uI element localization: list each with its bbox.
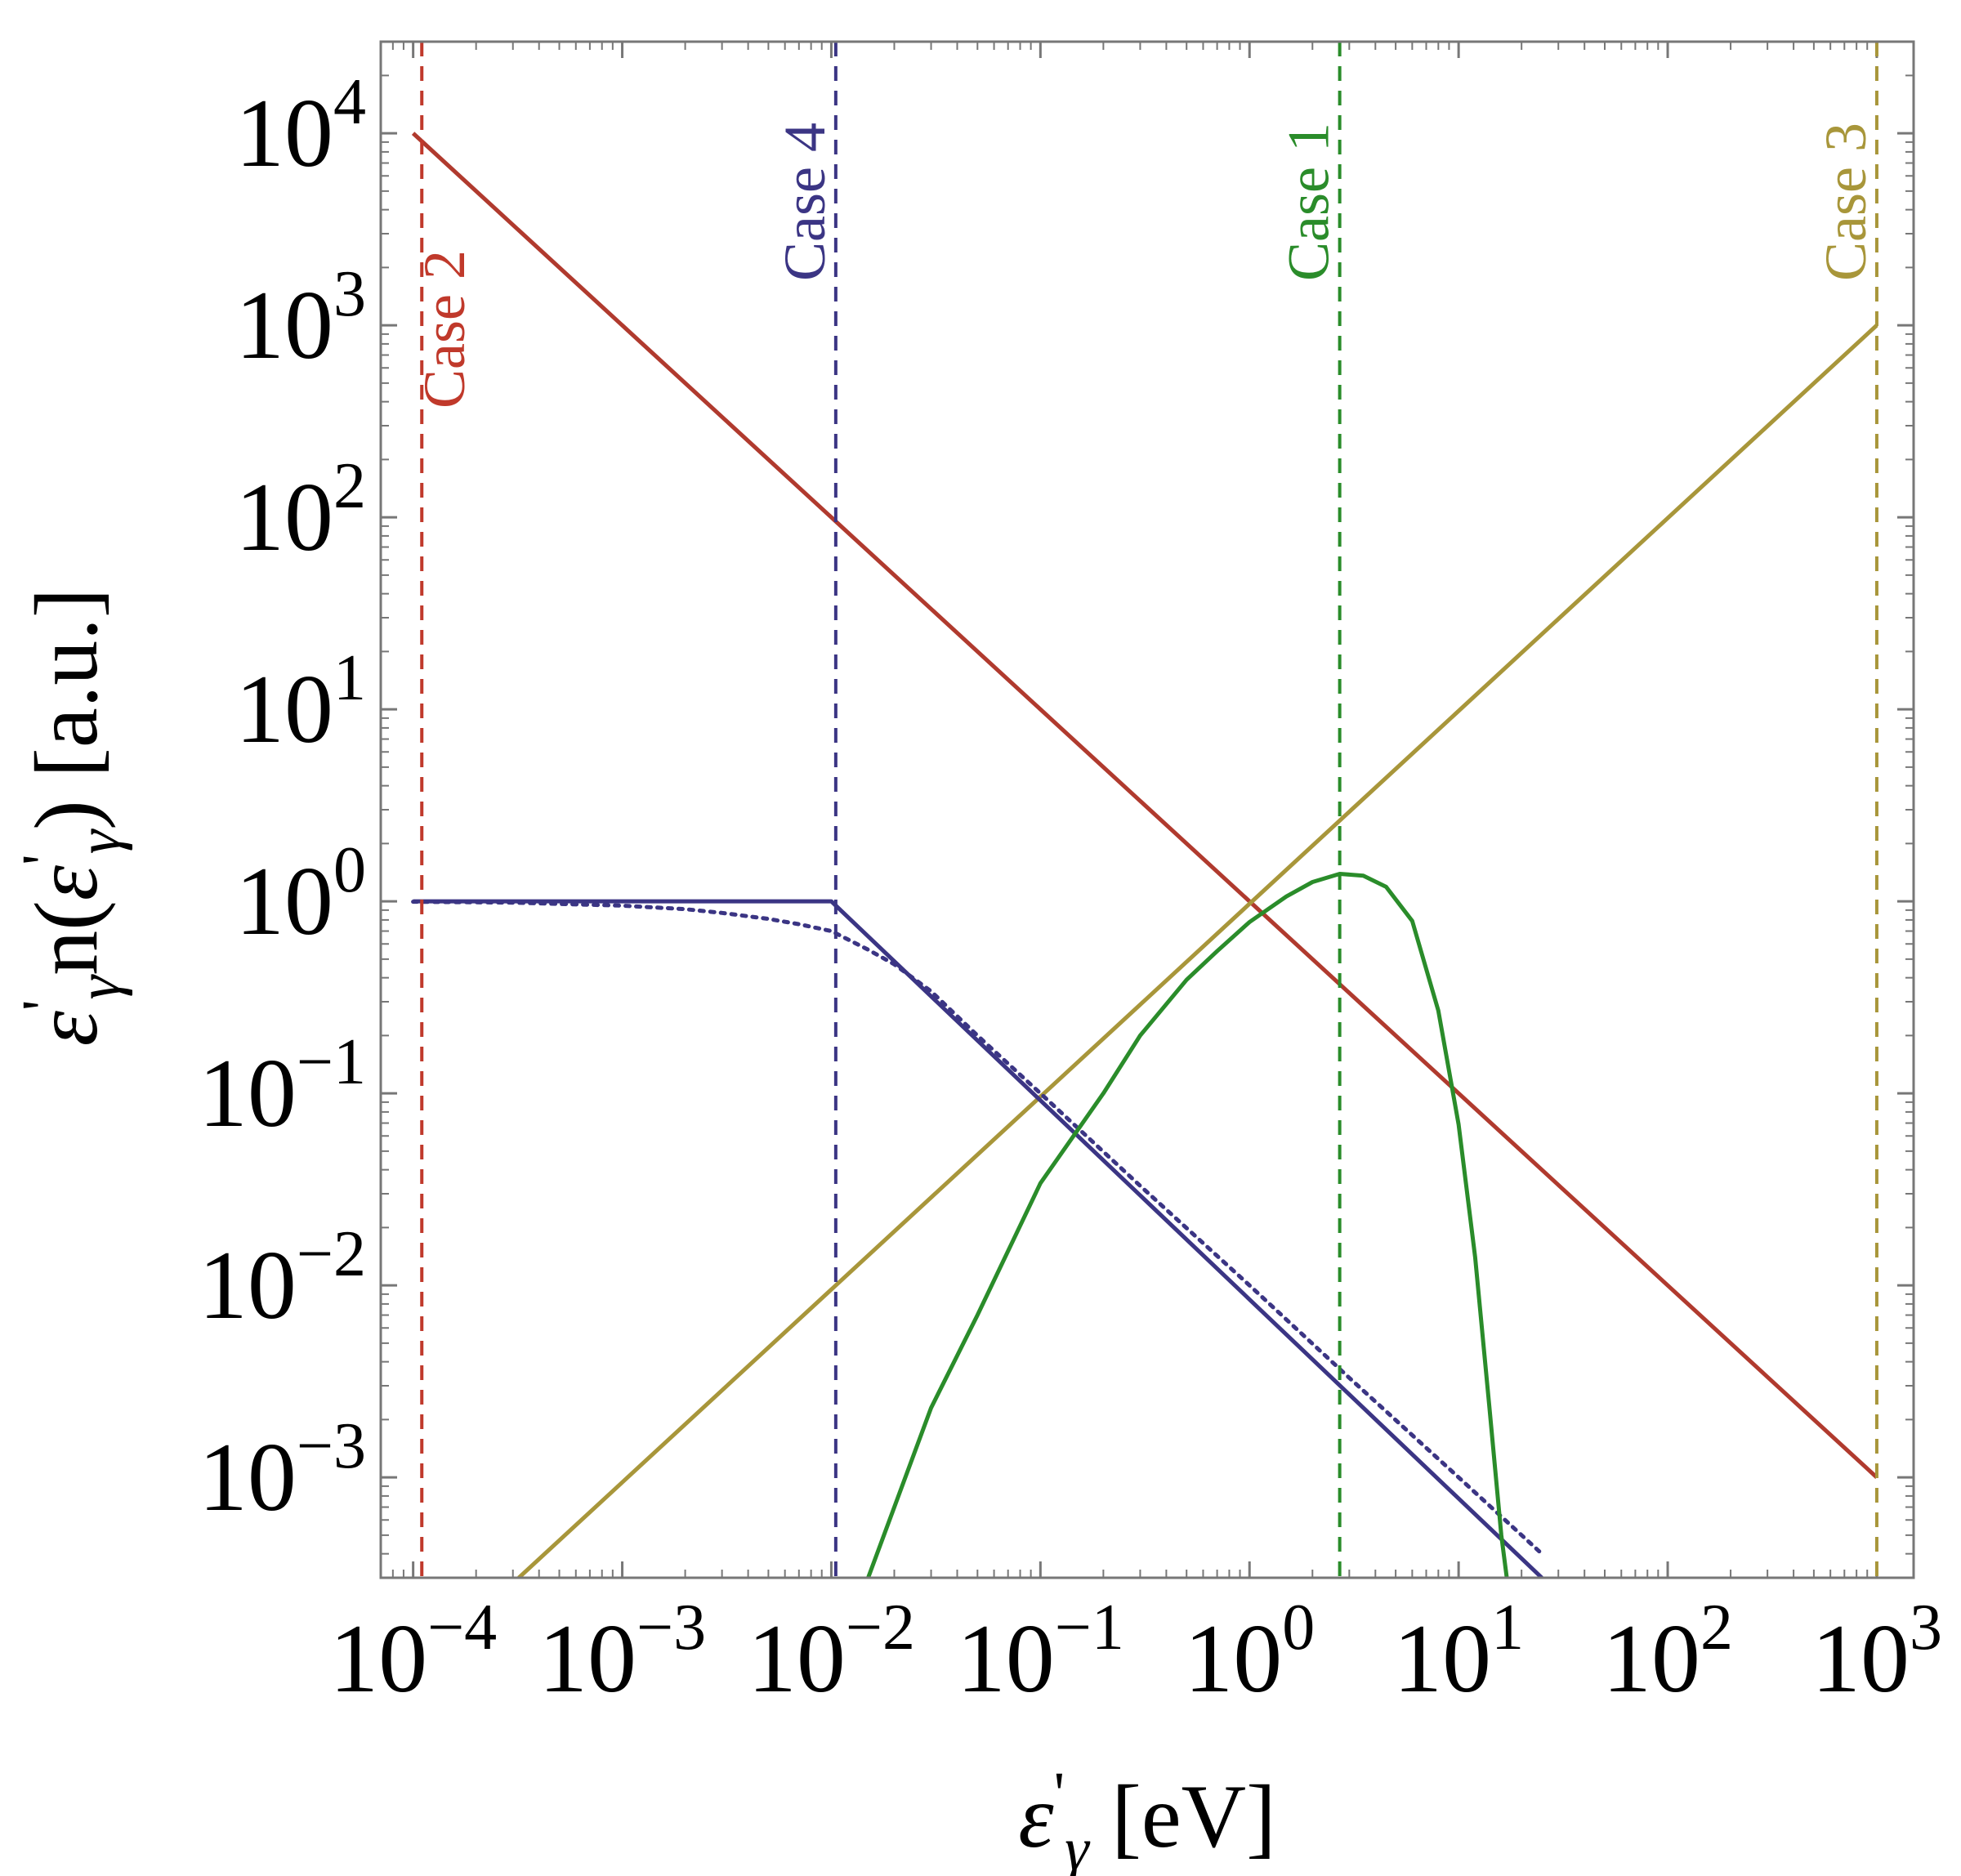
plot-frame <box>379 40 1915 1579</box>
y-tick-label: 10−1 <box>199 1026 366 1147</box>
series-case-2-spectrum <box>411 132 1878 1479</box>
series-case-3-spectrum <box>517 324 1878 1578</box>
y-tick-label-base: 10 <box>235 462 333 571</box>
x-tick-label-exponent: 1 <box>1491 1592 1524 1664</box>
x-tick-label-exponent: 3 <box>1910 1592 1942 1664</box>
y-tick-label-base: 10 <box>199 1038 297 1147</box>
y-tick-label: 104 <box>235 66 366 187</box>
y-tick-label-base: 10 <box>199 1231 297 1339</box>
x-tick-label-base: 10 <box>1393 1604 1491 1713</box>
x-tick-label-exponent: 0 <box>1282 1592 1315 1664</box>
y-axis-title-sub2: γ <box>65 828 133 854</box>
y-tick-label-base: 10 <box>199 1423 297 1531</box>
y-tick-label-base: 10 <box>235 270 333 379</box>
series-case-4-smooth <box>411 900 1544 1557</box>
x-tick-label-base: 10 <box>957 1604 1055 1713</box>
x-tick-label: 10−2 <box>748 1592 915 1713</box>
y-tick-label: 10−3 <box>199 1410 366 1531</box>
y-tick-label-exponent: 3 <box>333 258 366 330</box>
x-tick-label: 101 <box>1393 1592 1524 1713</box>
y-axis-title: ε'γn(ε'γ) [a.u.] <box>10 588 133 1047</box>
y-axis-title-prime2: ' <box>10 854 78 865</box>
x-tick-label: 10−4 <box>329 1592 497 1713</box>
x-tick-label-exponent: 2 <box>1700 1592 1733 1664</box>
vline-label-case-1: Case 1 <box>1276 123 1342 281</box>
series-case-4-broken-power-law <box>413 899 1543 1578</box>
x-tick-label: 10−1 <box>957 1592 1124 1713</box>
vline-layer: Case 2 Case 4 Case 1 Case 3 <box>412 42 1878 1578</box>
y-tick-label-exponent: −1 <box>297 1026 366 1098</box>
x-tick-label-base: 10 <box>1602 1604 1700 1713</box>
y-axis-title-prime: ' <box>10 999 78 1011</box>
x-tick-labels: 10−4 10−3 10−2 10−1 100 101 102 103 <box>329 1592 1942 1713</box>
y-axis-title-mid: n( <box>16 900 116 976</box>
x-tick-label: 10−3 <box>538 1592 706 1713</box>
x-tick-label-base: 10 <box>1811 1604 1910 1713</box>
y-tick-label-exponent: 0 <box>333 834 366 906</box>
y-axis-title-base: ε <box>16 1010 116 1046</box>
y-tick-label: 103 <box>235 258 366 379</box>
x-tick-label-base: 10 <box>748 1604 846 1713</box>
x-tick-label-base: 10 <box>329 1604 427 1713</box>
major-ticks <box>381 42 1914 1578</box>
y-tick-label-exponent: −2 <box>297 1218 366 1290</box>
y-tick-label-base: 10 <box>235 78 333 187</box>
x-tick-label-exponent: −2 <box>846 1592 915 1664</box>
y-tick-label-exponent: −3 <box>297 1410 366 1482</box>
y-tick-label: 101 <box>235 642 366 763</box>
x-tick-label-exponent: −4 <box>427 1592 497 1664</box>
y-tick-label-base: 10 <box>235 846 333 955</box>
y-tick-label-base: 10 <box>235 654 333 763</box>
vline-label-case-2: Case 2 <box>412 250 477 409</box>
x-tick-label: 103 <box>1811 1592 1942 1713</box>
y-axis-title-base2: ε <box>16 864 116 900</box>
vline-label-case-3: Case 3 <box>1813 123 1878 281</box>
x-tick-label-base: 10 <box>538 1604 637 1713</box>
y-tick-label: 10−2 <box>199 1218 366 1339</box>
x-axis-title-sub: γ <box>1065 1816 1091 1876</box>
y-tick-label-exponent: 2 <box>333 450 366 522</box>
x-tick-label-exponent: −3 <box>637 1592 706 1664</box>
y-tick-label-exponent: 4 <box>333 66 366 138</box>
x-tick-label: 102 <box>1602 1592 1733 1713</box>
x-tick-label-base: 10 <box>1184 1604 1282 1713</box>
y-tick-label: 100 <box>235 834 366 955</box>
y-axis-title-sub: γ <box>65 973 133 999</box>
x-axis-title-prime: ' <box>1054 1760 1065 1828</box>
series-layer <box>411 132 1878 1578</box>
x-axis-title-base: ε <box>1018 1767 1054 1866</box>
y-tick-label: 102 <box>235 450 366 571</box>
vline-label-case-4: Case 4 <box>772 123 838 281</box>
x-axis-title: ε'γ [eV] <box>1018 1760 1275 1876</box>
x-tick-label-exponent: −1 <box>1055 1592 1124 1664</box>
x-axis-title-unit: [eV] <box>1089 1767 1276 1866</box>
y-axis-title-tail: ) [a.u.] <box>16 588 116 830</box>
x-tick-label: 100 <box>1184 1592 1315 1713</box>
y-tick-label-exponent: 1 <box>333 642 366 714</box>
series-case-1-thermal <box>866 872 1509 1578</box>
